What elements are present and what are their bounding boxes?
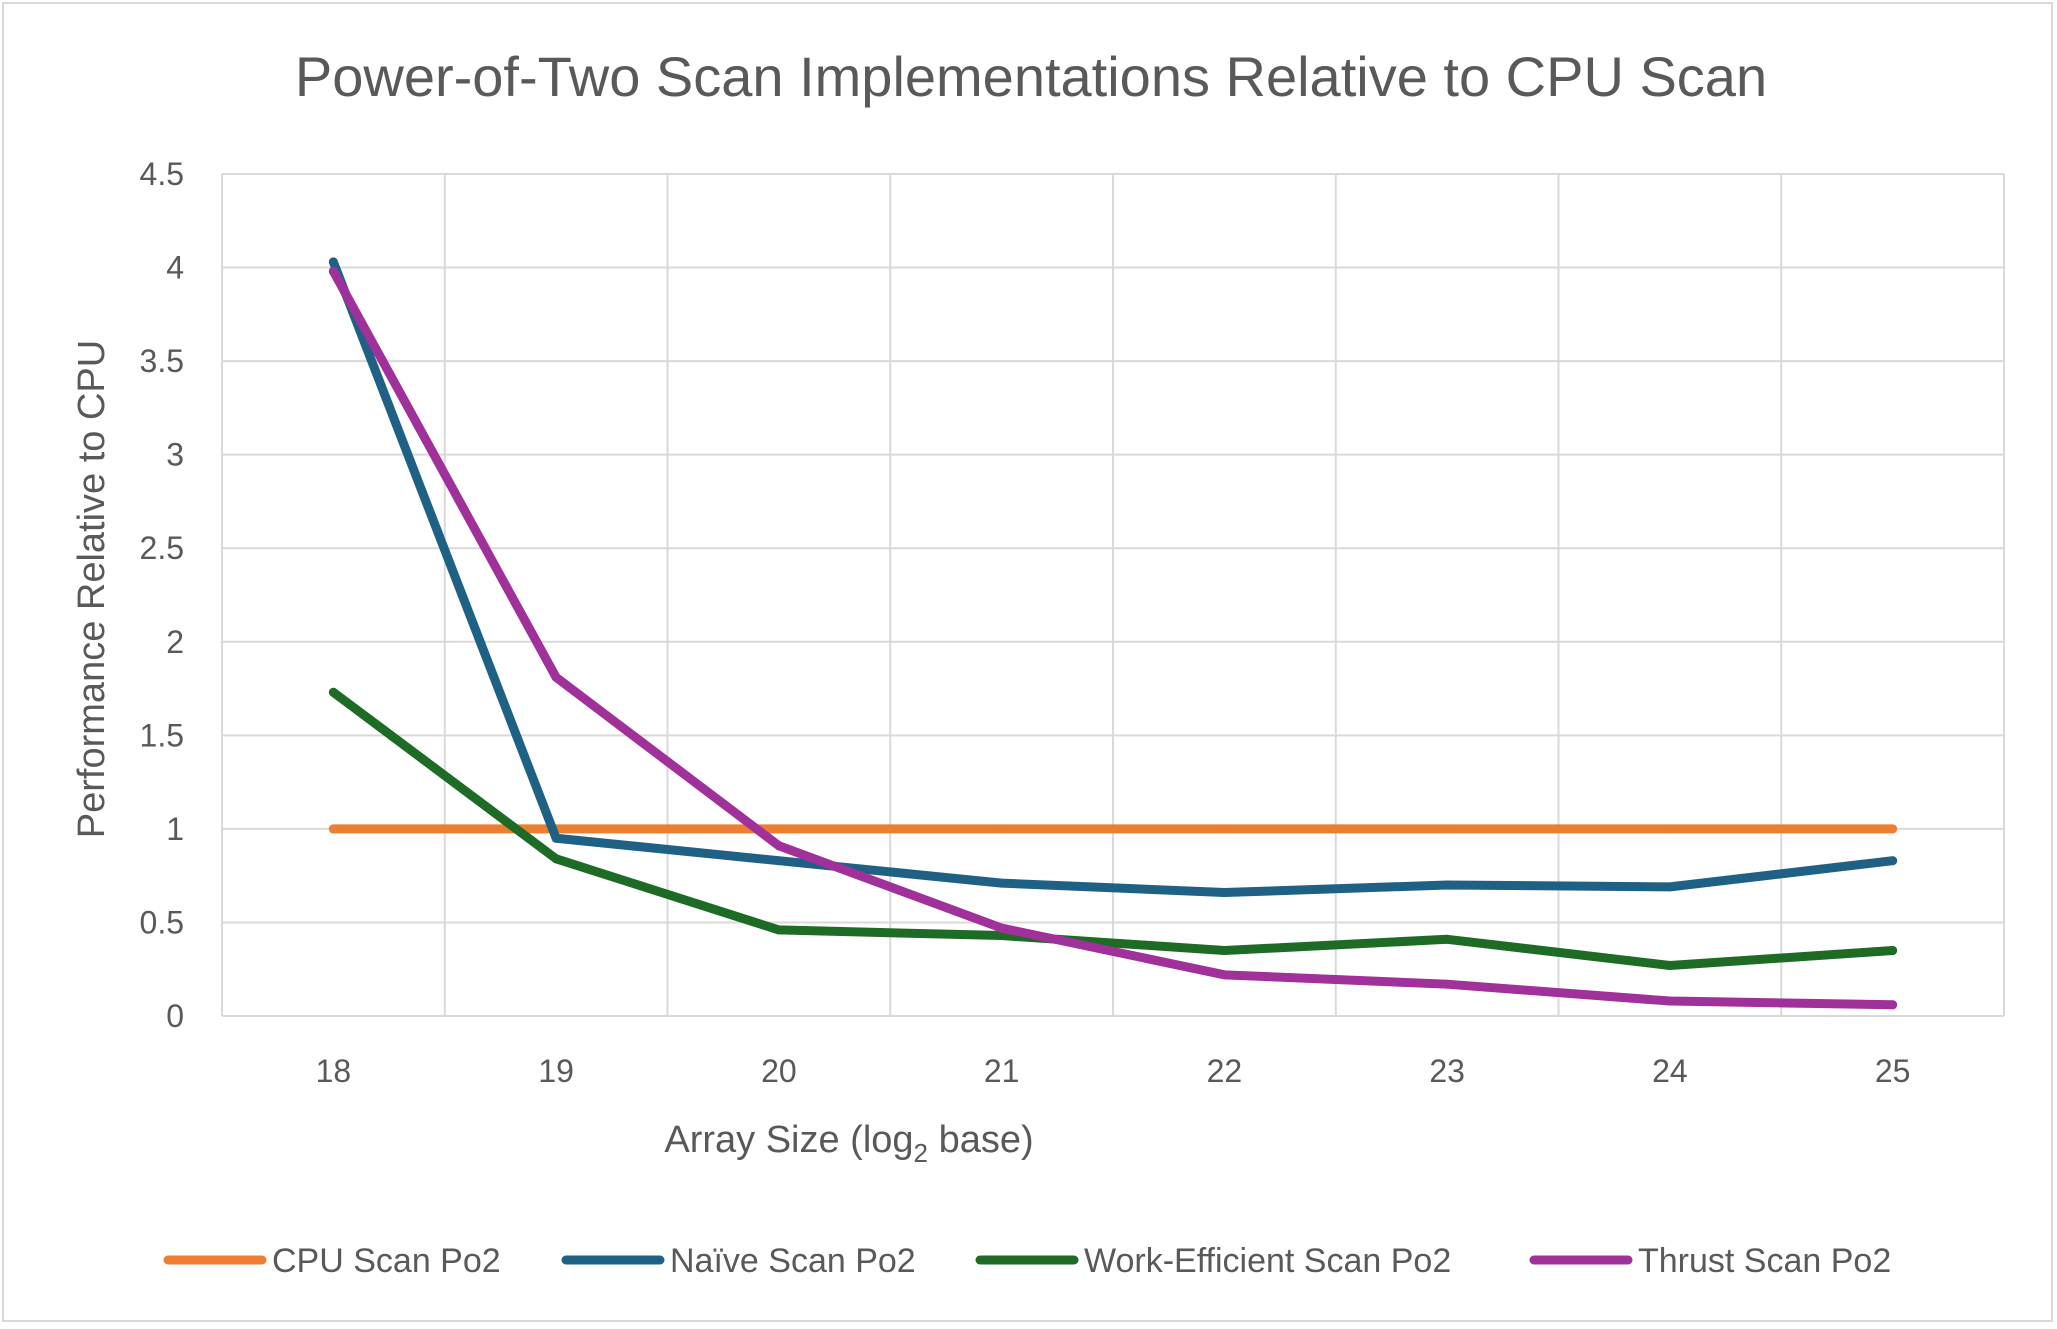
x-axis-ticks: 18 19 20 21 22 23 24 25 xyxy=(316,1053,1911,1089)
series-line xyxy=(328,257,1898,898)
legend-item: Naïve Scan Po2 xyxy=(561,1242,916,1280)
data-point xyxy=(774,925,784,935)
x-axis-title: Array Size (log2 base) xyxy=(664,1119,1033,1168)
series-line xyxy=(328,266,1898,1010)
legend-label: Work-Efficient Scan Po2 xyxy=(1084,1242,1451,1280)
y-tick-label: 2 xyxy=(166,624,184,660)
series-lines xyxy=(328,257,1898,1010)
x-axis-title-main: Array Size (log xyxy=(664,1119,913,1161)
x-tick-label: 23 xyxy=(1429,1053,1465,1089)
data-point xyxy=(997,931,1007,941)
data-point xyxy=(1888,1000,1898,1010)
y-axis-title: Performance Relative to CPU xyxy=(71,340,113,838)
data-point xyxy=(774,856,784,866)
chart-title: Power-of-Two Scan Implementations Relati… xyxy=(295,45,1767,108)
series-2 xyxy=(328,257,1898,898)
x-tick-label: 21 xyxy=(984,1053,1020,1089)
y-axis-ticks: 0 0.5 1 1.5 2 2.5 3 3.5 4 4.5 xyxy=(140,156,184,1034)
data-point xyxy=(1888,824,1898,834)
data-point xyxy=(1442,979,1452,989)
data-point xyxy=(1665,996,1675,1006)
legend-label: Thrust Scan Po2 xyxy=(1638,1242,1891,1280)
y-tick-label: 0 xyxy=(166,998,184,1034)
data-point xyxy=(1219,970,1229,980)
data-point xyxy=(328,687,338,697)
series-3 xyxy=(328,687,1898,970)
legend-item: CPU Scan Po2 xyxy=(163,1242,501,1280)
data-point xyxy=(551,854,561,864)
data-point xyxy=(1888,946,1898,956)
line-chart: Power-of-Two Scan Implementations Relati… xyxy=(71,45,2005,1280)
legend-item: Work-Efficient Scan Po2 xyxy=(975,1242,1451,1280)
data-point xyxy=(1219,888,1229,898)
data-point xyxy=(1665,882,1675,892)
data-point xyxy=(1442,824,1452,834)
x-tick-label: 22 xyxy=(1207,1053,1243,1089)
data-point xyxy=(1219,824,1229,834)
legend-label: CPU Scan Po2 xyxy=(272,1242,501,1280)
x-axis-title-subscript: 2 xyxy=(914,1138,928,1168)
data-point xyxy=(997,923,1007,933)
y-tick-label: 4 xyxy=(166,250,184,286)
y-tick-label: 0.5 xyxy=(140,904,184,940)
x-tick-label: 19 xyxy=(538,1053,574,1089)
data-point xyxy=(328,824,338,834)
y-tick-label: 1 xyxy=(166,811,184,847)
data-point xyxy=(1442,880,1452,890)
data-point xyxy=(997,878,1007,888)
data-point xyxy=(774,841,784,851)
data-point xyxy=(551,833,561,843)
y-tick-label: 2.5 xyxy=(140,530,184,566)
legend-item: Thrust Scan Po2 xyxy=(1529,1242,1891,1280)
y-tick-label: 3.5 xyxy=(140,343,184,379)
y-tick-label: 3 xyxy=(166,437,184,473)
data-point xyxy=(1888,856,1898,866)
x-tick-label: 25 xyxy=(1875,1053,1911,1089)
data-point xyxy=(997,824,1007,834)
series-line xyxy=(328,687,1898,970)
x-tick-label: 20 xyxy=(761,1053,797,1089)
legend: CPU Scan Po2 Naïve Scan Po2 Work-Efficient… xyxy=(163,1242,1891,1280)
data-point xyxy=(1219,946,1229,956)
data-point xyxy=(328,266,338,276)
data-point xyxy=(551,672,561,682)
legend-label: Naïve Scan Po2 xyxy=(670,1242,916,1280)
y-tick-label: 1.5 xyxy=(140,717,184,753)
series-1 xyxy=(328,824,1898,834)
x-tick-label: 24 xyxy=(1652,1053,1688,1089)
y-tick-label: 4.5 xyxy=(140,156,184,192)
data-point xyxy=(1665,824,1675,834)
x-axis-title-tail: base) xyxy=(928,1119,1034,1161)
series-4 xyxy=(328,266,1898,1010)
x-tick-label: 18 xyxy=(316,1053,352,1089)
data-point xyxy=(1442,934,1452,944)
data-point xyxy=(1665,960,1675,970)
data-point xyxy=(774,824,784,834)
data-point xyxy=(328,257,338,267)
